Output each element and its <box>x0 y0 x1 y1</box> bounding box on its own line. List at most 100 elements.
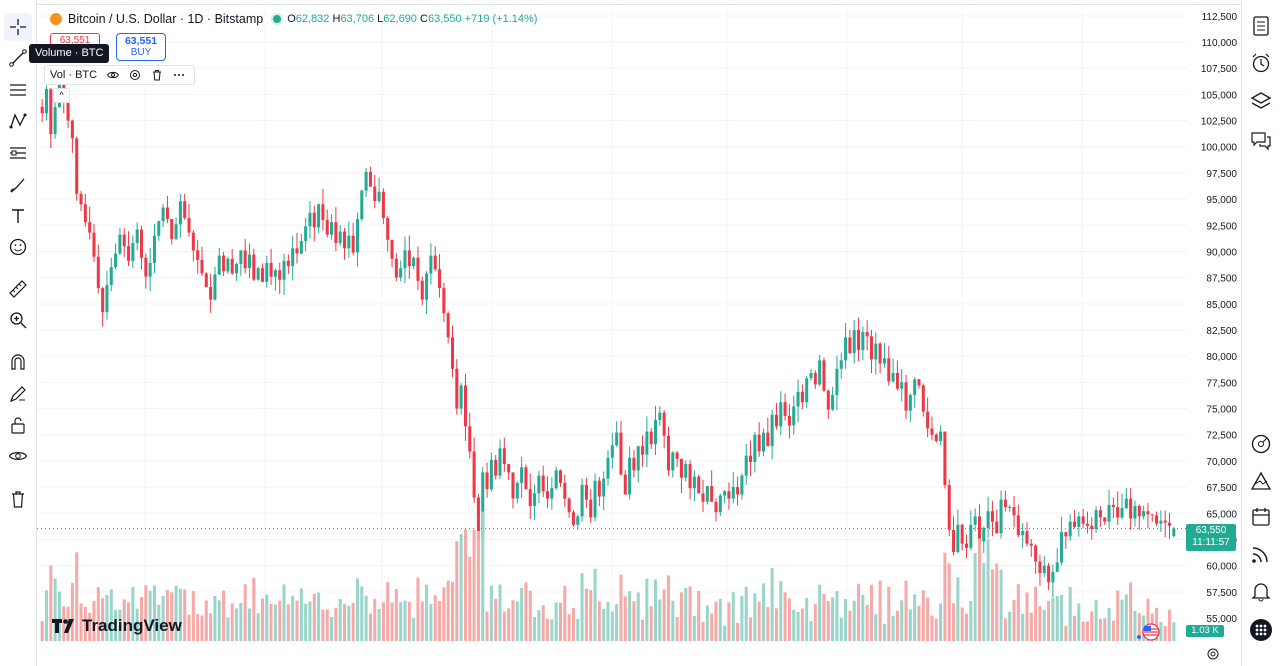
volume-bar <box>1060 595 1064 641</box>
volume-bar <box>865 604 869 641</box>
candle <box>589 499 593 518</box>
y-tick-label: 102,500 <box>1201 117 1237 128</box>
volume-bar <box>913 594 917 641</box>
volume-bar <box>1159 622 1163 641</box>
chart-pattern-icon[interactable] <box>1248 468 1274 494</box>
candle <box>792 406 796 426</box>
symbol-title[interactable]: Bitcoin / U.S. Dollar · 1D · Bitstamp <box>68 12 264 26</box>
volume-bar <box>684 588 688 641</box>
pattern-icon[interactable] <box>4 107 32 135</box>
trend-line-icon[interactable] <box>4 44 32 72</box>
volume-bar <box>338 599 342 641</box>
fib-icon[interactable] <box>4 139 32 167</box>
trash-icon[interactable] <box>151 69 163 81</box>
layers-icon[interactable] <box>1248 88 1274 114</box>
candle <box>770 414 774 447</box>
trash-icon[interactable] <box>4 485 32 513</box>
candle <box>1103 517 1107 522</box>
target-icon[interactable] <box>1248 431 1274 457</box>
volume-bar <box>731 592 735 641</box>
volume-bar <box>351 602 355 641</box>
volume-bar <box>196 614 200 641</box>
y-tick-label: 95,000 <box>1206 195 1237 206</box>
buy-button[interactable]: 63,551 BUY <box>116 33 166 61</box>
eye-icon[interactable] <box>4 442 32 470</box>
price-chart[interactable]: 112,500 110,000 107,500 105,000 102,500 100,0… <box>37 5 1237 645</box>
candle <box>312 212 316 228</box>
volume-legend[interactable]: Vol · BTC <box>44 65 195 85</box>
more-icon[interactable] <box>173 69 185 81</box>
volume-bar <box>1016 584 1020 641</box>
candle <box>209 287 213 300</box>
volume-bar <box>157 604 161 641</box>
volume-bar <box>1120 599 1124 641</box>
candle <box>554 470 558 489</box>
candle <box>338 231 342 244</box>
crosshair-icon[interactable] <box>4 13 32 41</box>
volume-bar <box>235 608 239 641</box>
volume-bar <box>977 538 981 641</box>
apps-grid-icon[interactable] <box>1248 617 1274 643</box>
candle <box>304 226 308 241</box>
candle <box>1021 531 1025 536</box>
candle <box>956 524 960 553</box>
volume-bar <box>507 608 511 641</box>
volume-bar <box>727 602 731 641</box>
lock-icon[interactable] <box>4 411 32 439</box>
volume-bar <box>960 607 964 641</box>
chat-icon[interactable] <box>1248 127 1274 153</box>
volume-bar <box>222 590 226 641</box>
ruler-icon[interactable] <box>4 275 32 303</box>
horizontal-lines-icon[interactable] <box>4 76 32 104</box>
brush-icon[interactable] <box>4 171 32 199</box>
volume-bar <box>96 587 100 641</box>
volume-bar <box>239 603 243 641</box>
candle <box>995 521 999 534</box>
volume-bar <box>377 608 381 641</box>
candle <box>1051 571 1055 583</box>
candle <box>144 257 148 277</box>
volume-bar <box>584 588 588 641</box>
volume-bar <box>813 604 817 641</box>
volume-bar <box>144 585 148 641</box>
volume-bar <box>40 620 44 641</box>
candle <box>161 207 165 222</box>
candle <box>53 106 57 135</box>
bell-icon[interactable] <box>1248 578 1274 604</box>
volume-bar <box>174 585 178 641</box>
candle <box>1029 543 1033 546</box>
chart-settings-icon[interactable] <box>1206 647 1220 661</box>
tradingview-logo[interactable]: TradingView <box>52 616 182 636</box>
candle <box>688 464 692 489</box>
settings-icon[interactable] <box>129 69 141 81</box>
watchlist-icon[interactable] <box>1248 13 1274 39</box>
eye-icon[interactable] <box>107 69 120 81</box>
us-flag-icon[interactable] <box>1136 623 1162 641</box>
magnet-icon[interactable] <box>4 348 32 376</box>
volume-bar <box>390 602 394 641</box>
signal-icon[interactable] <box>1248 541 1274 567</box>
volume-bar <box>986 539 990 641</box>
alarm-clock-icon[interactable] <box>1248 50 1274 76</box>
symbol-legend: Bitcoin / U.S. Dollar · 1D · Bitstamp O6… <box>50 12 537 26</box>
candle <box>381 191 385 218</box>
emoji-icon[interactable] <box>4 233 32 261</box>
candle <box>321 204 325 221</box>
volume-bar <box>619 574 623 641</box>
volume-bar <box>904 580 908 641</box>
volume-bar <box>386 582 390 641</box>
collapse-legend-button[interactable]: ^ <box>53 88 70 103</box>
candle <box>1120 508 1124 518</box>
y-tick-label: 75,000 <box>1206 405 1237 416</box>
volume-bar <box>1129 582 1133 641</box>
lock-draw-icon[interactable] <box>4 380 32 408</box>
volume-bar <box>537 610 541 641</box>
calendar-icon[interactable] <box>1248 504 1274 530</box>
text-icon[interactable] <box>4 202 32 230</box>
volume-bar <box>718 598 722 641</box>
volume-bar <box>330 617 334 641</box>
candle <box>1111 504 1115 507</box>
volume-bar <box>757 601 761 641</box>
zoom-icon[interactable] <box>4 306 32 334</box>
volume-bar <box>325 609 329 641</box>
